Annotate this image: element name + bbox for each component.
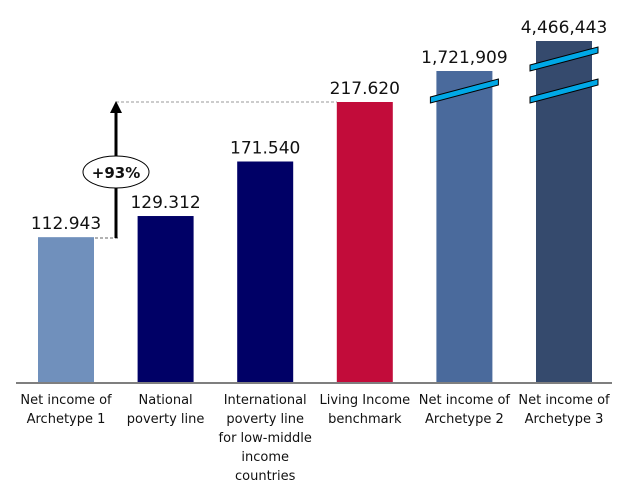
value-label-1: 112.943 bbox=[31, 214, 101, 234]
category-label-3: International poverty line for low-middle i… bbox=[219, 393, 312, 484]
axis-break-mark-5-1 bbox=[429, 78, 499, 104]
bar-1 bbox=[38, 237, 94, 383]
category-label-6: Net income of Archetype 3 bbox=[518, 393, 610, 427]
category-label-line: Archetype 2 bbox=[425, 412, 504, 427]
category-label-1: Net income of Archetype 1 bbox=[20, 393, 112, 427]
axis-break-mark-6-1 bbox=[529, 46, 599, 72]
bar-3 bbox=[237, 161, 294, 383]
category-label-line: International bbox=[224, 393, 307, 408]
category-label-line: National bbox=[139, 393, 193, 408]
bars-layer bbox=[38, 41, 592, 383]
growth-annotation: +93% bbox=[82, 101, 337, 239]
arrow-up-icon bbox=[110, 101, 122, 113]
category-label-line: countries bbox=[235, 469, 296, 484]
category-label-line: Net income of bbox=[20, 393, 112, 408]
value-label-2: 129.312 bbox=[130, 193, 200, 213]
value-labels-layer: 112.943 129.312 171.540 217.620 1,721,909 4,4… bbox=[31, 18, 607, 234]
bar-2 bbox=[137, 216, 194, 383]
value-label-4: 217.620 bbox=[330, 79, 400, 99]
category-label-line: Archetype 1 bbox=[27, 412, 106, 427]
category-label-line: Net income of bbox=[518, 393, 610, 408]
bar-5 bbox=[436, 71, 493, 383]
category-label-line: Living Income bbox=[319, 393, 410, 408]
category-label-2: National poverty line bbox=[127, 393, 205, 427]
category-label-5: Net income of Archetype 2 bbox=[419, 393, 511, 427]
category-label-line: poverty line bbox=[127, 412, 205, 427]
annotation-bubble bbox=[82, 155, 150, 189]
category-labels-layer: Net income of Archetype 1 National poverty … bbox=[20, 393, 610, 484]
category-label-line: income bbox=[241, 450, 289, 465]
value-label-5: 1,721,909 bbox=[421, 48, 508, 68]
annotation-label: +93% bbox=[92, 164, 140, 182]
category-label-line: Net income of bbox=[419, 393, 511, 408]
axis-breaks-layer bbox=[429, 46, 599, 104]
category-label-line: poverty line bbox=[226, 412, 304, 427]
category-label-line: Archetype 3 bbox=[525, 412, 604, 427]
category-label-line: for low-middle bbox=[219, 431, 312, 446]
bar-4 bbox=[336, 102, 393, 383]
axis-break-mark-6-2 bbox=[529, 78, 599, 104]
value-label-6: 4,466,443 bbox=[521, 18, 608, 38]
category-label-4: Living Income benchmark bbox=[319, 393, 410, 427]
category-label-line: benchmark bbox=[328, 412, 402, 427]
value-label-3: 171.540 bbox=[230, 139, 300, 159]
